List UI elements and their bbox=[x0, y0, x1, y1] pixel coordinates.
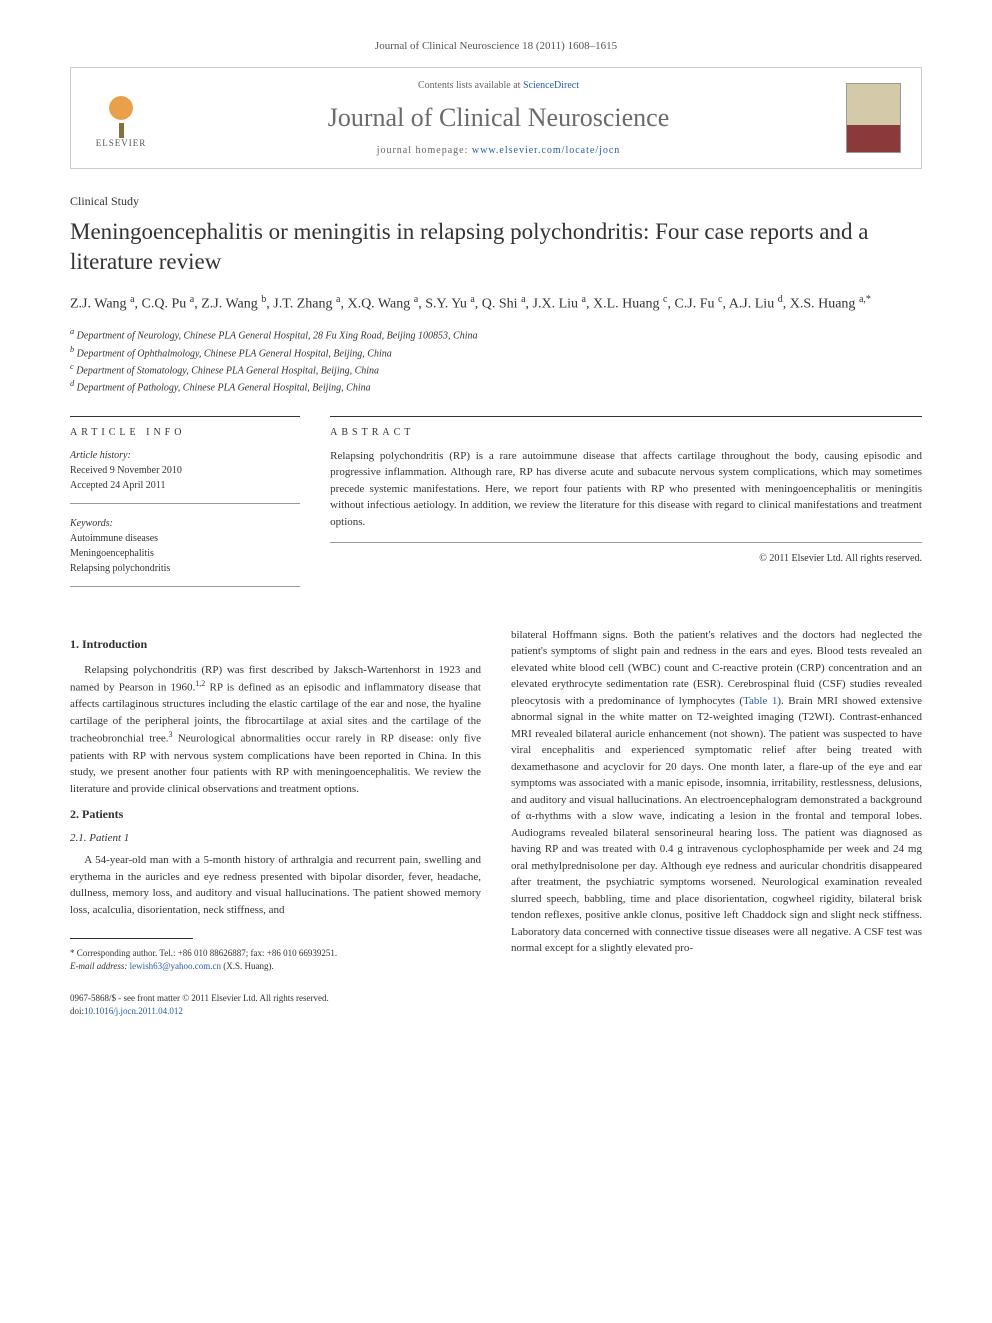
footnote-separator bbox=[70, 938, 193, 939]
author-list: Z.J. Wang a, C.Q. Pu a, Z.J. Wang b, J.T… bbox=[70, 292, 922, 315]
page-footer: 0967-5868/$ - see front matter © 2011 El… bbox=[70, 992, 481, 1017]
keyword-3: Relapsing polychondritis bbox=[70, 561, 300, 576]
footer-copyright: 0967-5868/$ - see front matter © 2011 El… bbox=[70, 992, 481, 1005]
article-info-label: ARTICLE INFO bbox=[70, 427, 300, 438]
keyword-1: Autoimmune diseases bbox=[70, 531, 300, 546]
journal-header-box: ELSEVIER Contents lists available at Sci… bbox=[70, 67, 922, 169]
doi-link[interactable]: 10.1016/j.jocn.2011.04.012 bbox=[84, 1006, 183, 1016]
journal-cover-thumbnail bbox=[846, 83, 901, 153]
elsevier-logo: ELSEVIER bbox=[91, 83, 151, 153]
email-label: E-mail address: bbox=[70, 961, 127, 971]
history-label: Article history: bbox=[70, 448, 300, 463]
abstract-column: ABSTRACT Relapsing polychondritis (RP) i… bbox=[330, 416, 922, 587]
article-type: Clinical Study bbox=[70, 194, 922, 209]
affiliations: a Department of Neurology, Chinese PLA G… bbox=[70, 326, 922, 395]
affiliation-d: d Department of Pathology, Chinese PLA G… bbox=[70, 378, 922, 395]
abstract-copyright: © 2011 Elsevier Ltd. All rights reserved… bbox=[330, 553, 922, 564]
patients-heading: 2. Patients bbox=[70, 807, 481, 822]
abstract-label: ABSTRACT bbox=[330, 427, 922, 438]
keywords-label: Keywords: bbox=[70, 516, 300, 531]
sciencedirect-link[interactable]: ScienceDirect bbox=[523, 80, 579, 91]
corresponding-author: * Corresponding author. Tel.: +86 010 88… bbox=[70, 947, 481, 972]
left-column: 1. Introduction Relapsing polychondritis… bbox=[70, 627, 481, 1018]
article-info-column: ARTICLE INFO Article history: Received 9… bbox=[70, 416, 300, 587]
keywords-block: Keywords: Autoimmune diseases Meningoenc… bbox=[70, 516, 300, 587]
introduction-heading: 1. Introduction bbox=[70, 637, 481, 652]
elsevier-tree-icon bbox=[96, 88, 146, 138]
header-center: Contents lists available at ScienceDirec… bbox=[151, 80, 846, 156]
contents-available-line: Contents lists available at ScienceDirec… bbox=[151, 80, 846, 91]
corr-star: * bbox=[70, 948, 75, 958]
body-columns: 1. Introduction Relapsing polychondritis… bbox=[70, 627, 922, 1018]
patient1-heading: 2.1. Patient 1 bbox=[70, 832, 481, 844]
article-history: Article history: Received 9 November 201… bbox=[70, 448, 300, 504]
homepage-prefix: journal homepage: bbox=[377, 145, 472, 156]
journal-homepage-link[interactable]: www.elsevier.com/locate/jocn bbox=[472, 145, 620, 156]
corr-email-suffix: (X.S. Huang). bbox=[223, 961, 274, 971]
elsevier-text: ELSEVIER bbox=[96, 138, 147, 148]
affiliation-c: c Department of Stomatology, Chinese PLA… bbox=[70, 361, 922, 378]
journal-title: Journal of Clinical Neuroscience bbox=[151, 103, 846, 133]
footer-doi: doi:10.1016/j.jocn.2011.04.012 bbox=[70, 1005, 481, 1018]
article-title: Meningoencephalitis or meningitis in rel… bbox=[70, 217, 922, 277]
corr-text: Corresponding author. Tel.: +86 010 8862… bbox=[77, 948, 337, 958]
right-column: bilateral Hoffmann signs. Both the patie… bbox=[511, 627, 922, 1018]
affiliation-b: b Department of Ophthalmology, Chinese P… bbox=[70, 344, 922, 361]
received-date: Received 9 November 2010 bbox=[70, 463, 300, 478]
journal-reference: Journal of Clinical Neuroscience 18 (201… bbox=[70, 40, 922, 52]
abstract-text: Relapsing polychondritis (RP) is a rare … bbox=[330, 448, 922, 544]
affiliation-a: a Department of Neurology, Chinese PLA G… bbox=[70, 326, 922, 343]
introduction-text: Relapsing polychondritis (RP) was first … bbox=[70, 662, 481, 797]
info-abstract-row: ARTICLE INFO Article history: Received 9… bbox=[70, 416, 922, 587]
accepted-date: Accepted 24 April 2011 bbox=[70, 478, 300, 493]
journal-homepage-line: journal homepage: www.elsevier.com/locat… bbox=[151, 145, 846, 156]
keyword-2: Meningoencephalitis bbox=[70, 546, 300, 561]
contents-prefix: Contents lists available at bbox=[418, 80, 523, 91]
corr-email-link[interactable]: lewish63@yahoo.com.cn bbox=[130, 961, 221, 971]
patient1-text: A 54-year-old man with a 5-month history… bbox=[70, 852, 481, 918]
patient1-continuation: bilateral Hoffmann signs. Both the patie… bbox=[511, 627, 922, 957]
